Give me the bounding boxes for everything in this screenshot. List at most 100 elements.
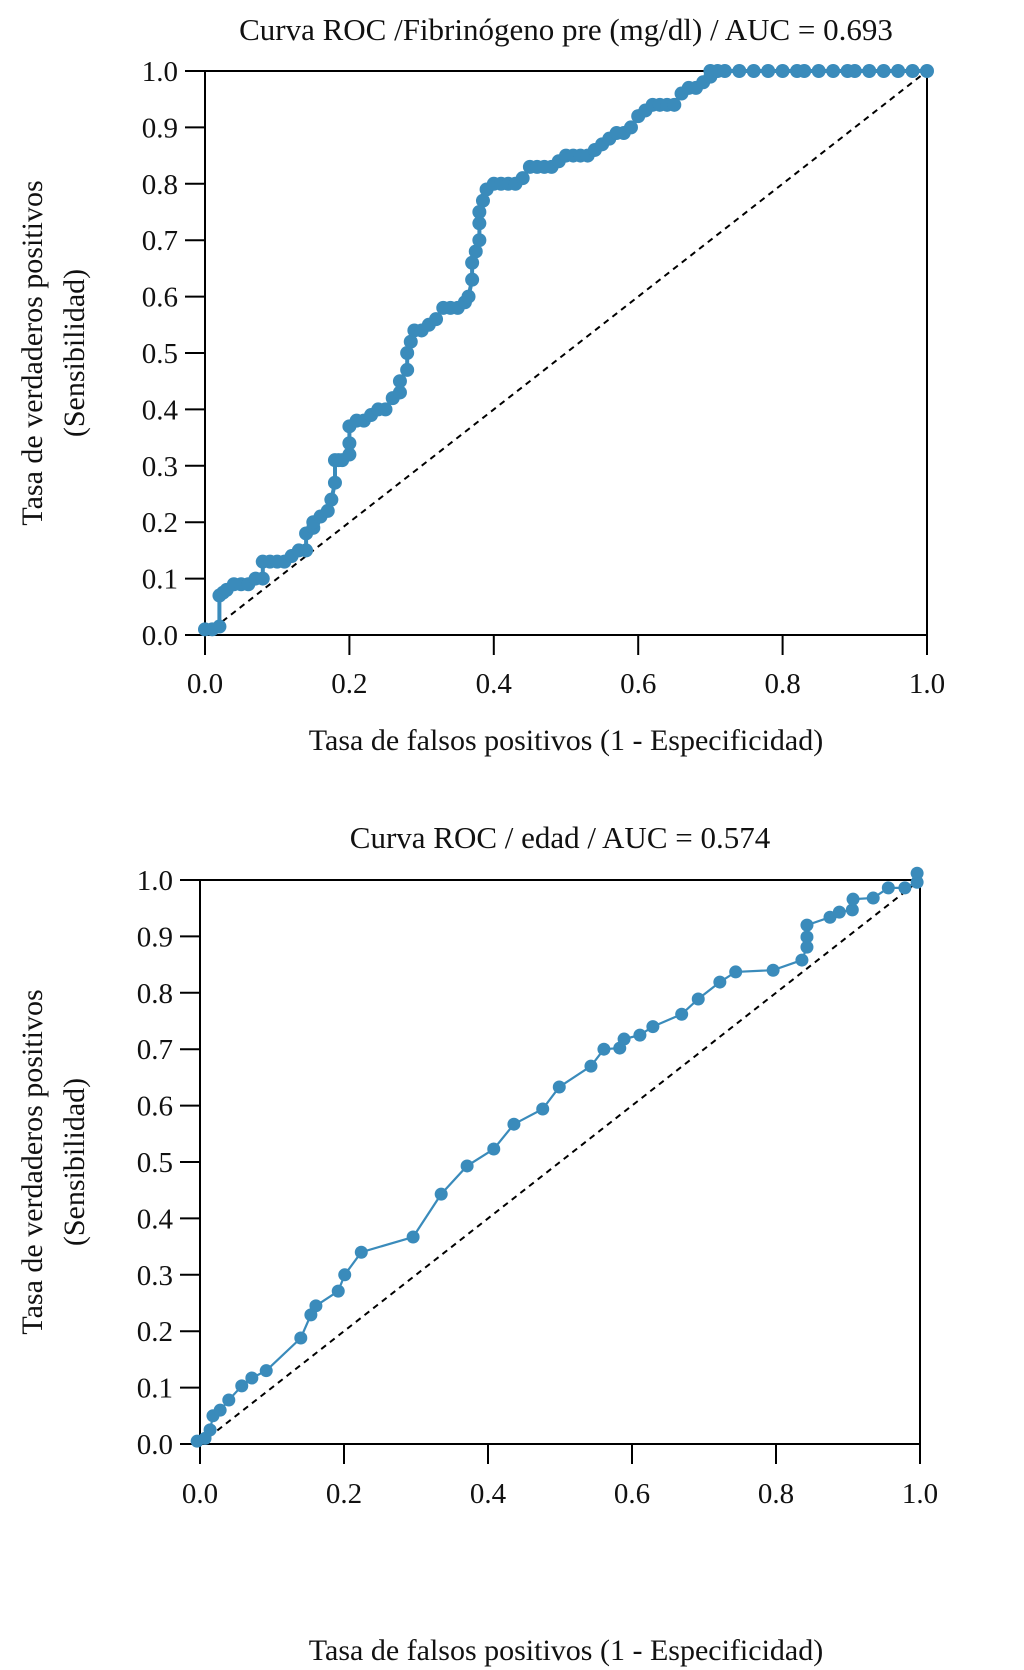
ticks: 0.0 0.2 0.4 0.6 0.8 1.0 0.0 0.1 0.2 0.3 0.4 0.5 0.6 0… bbox=[142, 56, 945, 700]
roc-data-point bbox=[406, 1230, 420, 1244]
roc-data-point bbox=[465, 255, 480, 270]
roc-data-point bbox=[354, 1245, 368, 1259]
y-tick-label: 0.8 bbox=[137, 978, 173, 1010]
roc-data-point bbox=[507, 1117, 521, 1131]
roc-data-point bbox=[515, 171, 530, 186]
x-tick-label: 0.4 bbox=[476, 668, 513, 700]
y-tick-label: 0.7 bbox=[142, 225, 178, 257]
roc-data-point bbox=[324, 492, 339, 507]
y-tick-label: 0.9 bbox=[137, 921, 173, 953]
roc-data-point bbox=[910, 866, 924, 880]
roc-data-point bbox=[876, 64, 891, 78]
x-tick-label: 1.0 bbox=[909, 668, 945, 700]
roc-chart-fibrinogeno: Curva ROC /Fibrinógeno pre (mg/dl) / AUC… bbox=[16, 12, 945, 757]
roc-data-point bbox=[392, 385, 407, 400]
diagonal bbox=[204, 70, 928, 636]
roc-data-point bbox=[775, 64, 790, 78]
roc-data-point bbox=[862, 64, 877, 78]
roc-data-point bbox=[320, 503, 335, 518]
y-tick-label: 0.6 bbox=[142, 282, 178, 314]
roc-data-point bbox=[623, 120, 638, 135]
roc-data-point bbox=[552, 1080, 566, 1094]
roc-data-point bbox=[212, 619, 227, 634]
x-tick-label: 0.2 bbox=[331, 668, 367, 700]
roc-data-point bbox=[800, 918, 814, 932]
x-tick-label: 0.0 bbox=[182, 1478, 218, 1510]
roc-data-point bbox=[597, 1042, 611, 1056]
roc-data-point bbox=[472, 216, 487, 231]
roc-chart-edad: Curva ROC / edad / AUC = 0.574 Tasa de v… bbox=[16, 820, 938, 1667]
roc-curve-line bbox=[196, 873, 919, 1443]
roc-data-point bbox=[400, 362, 415, 377]
roc-data-point bbox=[920, 64, 934, 78]
roc-data-point bbox=[891, 64, 906, 78]
roc-data-point bbox=[797, 64, 812, 78]
roc-data-point bbox=[487, 1142, 501, 1156]
roc-data-point bbox=[465, 272, 480, 287]
y-tick-label: 0.1 bbox=[137, 1373, 173, 1405]
roc-data-point bbox=[717, 64, 732, 78]
roc-data-point bbox=[881, 881, 895, 895]
y-tick-label: 1.0 bbox=[137, 865, 173, 897]
y-tick-label: 0.2 bbox=[137, 1316, 173, 1348]
y-tick-label: 0.4 bbox=[137, 1203, 174, 1235]
ticks: 0.0 0.2 0.4 0.6 0.8 1.0 0.0 0.1 0.2 0.3 0.4 0.5 0.6 0… bbox=[137, 865, 938, 1510]
y-axis-label-line1: Tasa de verdaderos positivos bbox=[16, 989, 49, 1334]
y-tick-label: 0.9 bbox=[142, 112, 178, 144]
y-axis-label-line2: (Sensibilidad) bbox=[58, 1078, 91, 1246]
y-tick-label: 0.4 bbox=[142, 394, 179, 426]
y-axis-label: Tasa de verdaderos positivos (Sensibilid… bbox=[16, 180, 91, 525]
y-tick-label: 0.5 bbox=[137, 1147, 173, 1179]
roc-data-point bbox=[536, 1102, 550, 1116]
diagonal bbox=[199, 879, 921, 1445]
roc-data-point bbox=[327, 475, 342, 490]
roc-data-point bbox=[294, 1331, 308, 1345]
roc-data-point bbox=[468, 244, 483, 259]
y-tick-label: 0.6 bbox=[137, 1091, 173, 1123]
x-tick-label: 0.6 bbox=[614, 1478, 650, 1510]
y-axis-label: Tasa de verdaderos positivos (Sensibilid… bbox=[16, 989, 91, 1334]
y-tick-label: 0.3 bbox=[137, 1260, 173, 1292]
roc-data-point bbox=[795, 953, 809, 967]
x-tick-label: 0.8 bbox=[758, 1478, 794, 1510]
y-tick-label: 0.2 bbox=[142, 507, 178, 539]
roc-data-point bbox=[617, 1032, 631, 1046]
y-tick-label: 0.5 bbox=[142, 338, 178, 370]
y-tick-label: 0.0 bbox=[137, 1429, 173, 1461]
roc-data-point bbox=[255, 571, 270, 586]
roc-data-point bbox=[761, 64, 776, 78]
y-tick-label: 0.7 bbox=[137, 1034, 173, 1066]
reference-diagonal-line bbox=[204, 70, 928, 636]
roc-data-point bbox=[342, 436, 357, 451]
x-tick-label: 0.0 bbox=[187, 668, 223, 700]
roc-data-point bbox=[472, 205, 487, 219]
x-tick-label: 0.4 bbox=[470, 1478, 507, 1510]
roc-data-point bbox=[392, 374, 407, 389]
y-tick-label: 0.8 bbox=[142, 169, 178, 201]
roc-data-point bbox=[675, 1007, 689, 1021]
roc-data-point bbox=[378, 402, 393, 417]
roc-data-point bbox=[400, 346, 415, 360]
roc-data-point bbox=[434, 1187, 448, 1201]
y-tick-label: 0.3 bbox=[142, 451, 178, 483]
y-axis-label-line1: Tasa de verdaderos positivos bbox=[16, 180, 49, 525]
roc-data-point bbox=[866, 891, 880, 905]
y-tick-label: 0.0 bbox=[142, 620, 178, 652]
roc-data-point bbox=[259, 1364, 273, 1378]
roc-data-point bbox=[235, 1379, 249, 1393]
roc-data-point bbox=[732, 64, 747, 78]
roc-data-point bbox=[832, 905, 846, 919]
roc-data-point bbox=[646, 1020, 660, 1034]
roc-data-point bbox=[729, 965, 743, 979]
x-tick-label: 0.2 bbox=[326, 1478, 362, 1510]
roc-data-point bbox=[342, 447, 357, 462]
roc-data-point bbox=[299, 543, 314, 558]
roc-data-point bbox=[826, 64, 841, 78]
chart-title: Curva ROC / edad / AUC = 0.574 bbox=[350, 820, 771, 855]
roc-data-point bbox=[403, 334, 418, 349]
x-tick-label: 0.8 bbox=[764, 668, 800, 700]
roc-data-point bbox=[845, 903, 859, 917]
y-axis-label-line2: (Sensibilidad) bbox=[58, 269, 91, 437]
series bbox=[190, 866, 924, 1448]
